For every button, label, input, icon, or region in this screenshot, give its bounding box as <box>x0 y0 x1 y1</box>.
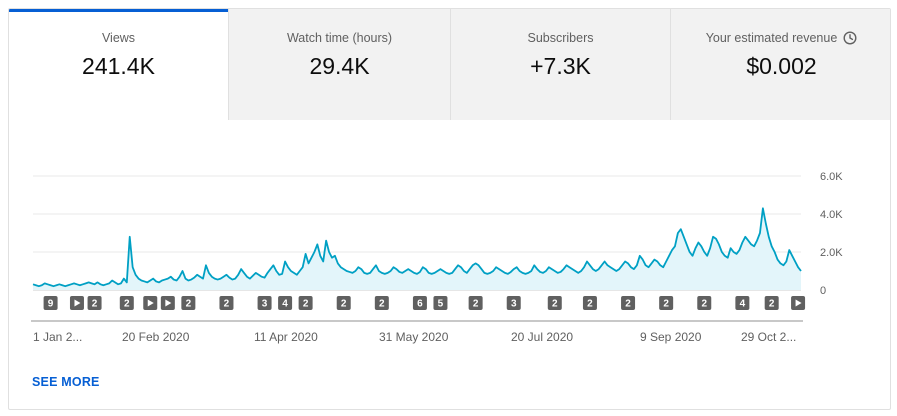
annotation-badge[interactable] <box>582 296 597 310</box>
clock-icon[interactable] <box>843 31 857 45</box>
play-icon <box>165 299 172 307</box>
annotation-badge[interactable] <box>659 296 674 310</box>
annotation-badge[interactable] <box>374 296 389 310</box>
annotation-badge[interactable] <box>735 296 750 310</box>
annotation-badge[interactable] <box>278 296 293 310</box>
annotation-count: 2 <box>186 299 192 310</box>
annotation-count: 2 <box>303 299 309 310</box>
annotation-count: 6 <box>417 299 423 310</box>
annotation-count: 2 <box>701 299 707 310</box>
play-icon <box>147 299 154 307</box>
views-series-line <box>32 207 802 288</box>
annotation-badge[interactable] <box>119 296 134 310</box>
tab-label-text: Watch time (hours) <box>286 31 393 45</box>
tab-subscribers[interactable]: Subscribers +7.3K <box>450 9 670 120</box>
annotation-count: 5 <box>438 299 444 310</box>
annotation-count: 3 <box>262 299 268 310</box>
annotation-badge[interactable] <box>181 296 196 310</box>
play-icon <box>74 299 81 307</box>
annotation-count: 9 <box>48 299 54 310</box>
annotation-count: 2 <box>587 299 593 310</box>
x-tick-label: 29 Oct 2... <box>741 330 796 344</box>
y-tick-label: 4.0K <box>820 209 843 221</box>
tab-label-text: Your estimated revenue <box>705 31 838 45</box>
annotation-badge[interactable] <box>412 296 427 310</box>
annotation-badge[interactable] <box>257 296 272 310</box>
annotation-badge[interactable] <box>621 296 636 310</box>
x-tick-label: 1 Jan 2... <box>33 330 82 344</box>
views-area <box>33 208 801 290</box>
tab-subscribers-value: +7.3K <box>530 53 591 79</box>
tab-revenue[interactable]: Your estimated revenue $0.002 <box>670 9 890 120</box>
tab-views-value: 241.4K <box>82 53 155 79</box>
annotation-badge[interactable] <box>506 296 521 310</box>
annotation-badge[interactable] <box>298 296 313 310</box>
x-tick-label: 9 Sep 2020 <box>640 330 702 344</box>
annotation-badge[interactable] <box>547 296 562 310</box>
annotation-badge[interactable] <box>87 296 102 310</box>
annotation-count: 2 <box>769 299 775 310</box>
tab-views-label: Views <box>9 31 228 45</box>
annotation-count: 2 <box>552 299 558 310</box>
annotation-count: 3 <box>511 299 517 310</box>
annotation-count: 2 <box>663 299 669 310</box>
annotation-badge[interactable] <box>336 296 351 310</box>
play-icon <box>795 299 802 307</box>
metric-tabs: Views 241.4K Watch time (hours) 29.4K Su… <box>9 9 890 120</box>
tab-watch-time-value: 29.4K <box>309 53 370 79</box>
annotation-count: 2 <box>379 299 385 310</box>
annotation-count: 2 <box>341 299 347 310</box>
tab-revenue-label: Your estimated revenue <box>671 31 890 45</box>
tab-subscribers-label: Subscribers <box>451 31 670 45</box>
annotation-count: 2 <box>224 299 230 310</box>
annotation-badge[interactable] <box>43 296 58 310</box>
tab-label-text: Subscribers <box>527 31 594 45</box>
annotation-count: 4 <box>282 299 288 310</box>
annotation-badge[interactable] <box>764 296 779 310</box>
annotation-count: 2 <box>625 299 631 310</box>
tab-watch-time[interactable]: Watch time (hours) 29.4K <box>228 9 450 120</box>
annotation-count: 2 <box>124 299 130 310</box>
y-tick-label: 6.0K <box>820 171 843 183</box>
x-tick-label: 20 Jul 2020 <box>511 330 573 344</box>
see-more-link[interactable]: SEE MORE <box>32 375 100 389</box>
y-tick-label: 2.0K <box>820 247 843 259</box>
analytics-card: Views 241.4K Watch time (hours) 29.4K Su… <box>8 8 891 410</box>
tab-revenue-value: $0.002 <box>746 53 817 79</box>
x-tick-label: 31 May 2020 <box>379 330 449 344</box>
annotation-count: 4 <box>740 299 746 310</box>
x-tick-label: 11 Apr 2020 <box>254 330 318 344</box>
annotation-count: 2 <box>473 299 479 310</box>
y-tick-label: 0 <box>820 285 826 297</box>
annotation-badge[interactable] <box>433 296 448 310</box>
annotation-badge[interactable] <box>468 296 483 310</box>
annotation-badge[interactable] <box>697 296 712 310</box>
views-chart: 6.0K 4.0K 2.0K 0 9 2 2 2 2 3 4 2 2 2 6 5 2 3 2 2 2 2 2 4 2 1 Jan … <box>31 171 843 344</box>
tab-label-text: Views <box>101 31 136 45</box>
annotation-count: 2 <box>92 299 98 310</box>
tab-watch-time-label: Watch time (hours) <box>229 31 450 45</box>
tab-views[interactable]: Views 241.4K <box>9 9 228 120</box>
x-tick-label: 20 Feb 2020 <box>122 330 190 344</box>
annotation-badge[interactable] <box>219 296 234 310</box>
